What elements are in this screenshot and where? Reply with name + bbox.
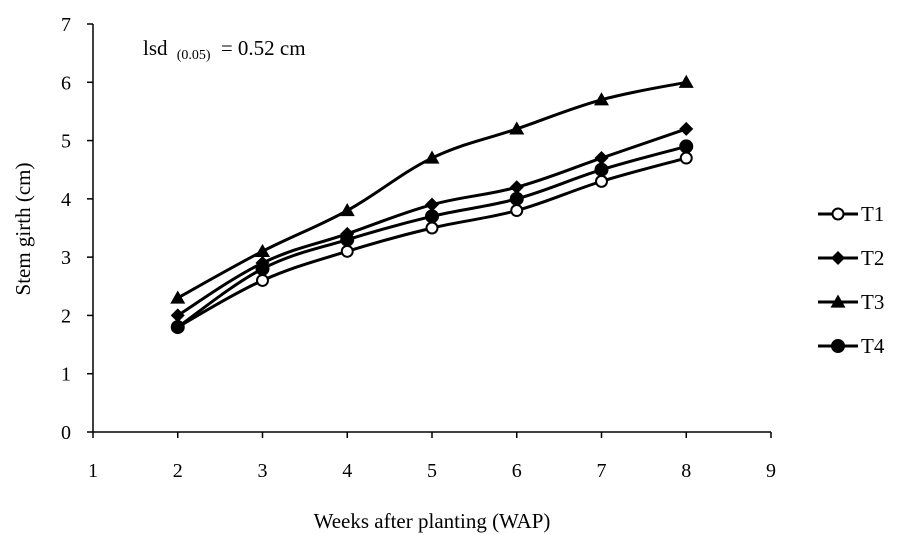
series-t3-point-marker (170, 290, 186, 304)
series-t2-point-marker (594, 151, 609, 166)
series-lines (170, 74, 694, 335)
series-t3-point-marker (339, 203, 355, 217)
y-tick-label: 6 (61, 72, 71, 94)
y-tick-label: 7 (61, 14, 71, 36)
series-t1-point-marker (510, 204, 524, 218)
legend-item-t4-label: T4 (861, 334, 885, 358)
series-t4-point-marker (425, 209, 439, 224)
x-tick-label: 2 (173, 460, 183, 482)
series-t4 (170, 139, 694, 335)
series-t4-point-marker (509, 191, 524, 206)
y-tick-label: 3 (61, 247, 71, 269)
series-t1 (171, 151, 693, 334)
series-t2-point-marker (509, 180, 524, 195)
series-t3-line (177, 80, 687, 300)
x-axis-title: Weeks after planting (WAP) (314, 509, 551, 533)
series-t1-point-marker (679, 151, 693, 165)
legend-item-t2-marker (831, 251, 845, 265)
y-tick-label: 5 (61, 131, 71, 153)
legend-item-t3: T3 (818, 290, 884, 314)
x-tick-label: 3 (258, 460, 268, 482)
series-t4-point-marker (594, 162, 609, 177)
annotation-lsd-sub: (0.05) (177, 48, 211, 63)
series-t1-point-marker (595, 174, 608, 188)
legend-item-t3-label: T3 (861, 290, 884, 314)
y-tick-label: 0 (61, 422, 71, 444)
legend-item-t1-label: T1 (861, 202, 884, 226)
y-tick-label: 1 (61, 364, 71, 386)
series-t4-point-marker (170, 320, 185, 335)
series-t3-point-marker (509, 121, 525, 135)
legend-item-t1-marker (831, 207, 845, 221)
x-tick-label: 7 (597, 460, 607, 482)
series-t3-point-marker (678, 74, 694, 88)
series-t3-point-marker (594, 92, 609, 106)
series-t1-point-marker (340, 244, 354, 258)
series-t1-point-marker (256, 273, 269, 287)
series-t3-point-marker (255, 243, 270, 257)
series-t2-point-marker (170, 308, 185, 323)
series-t3 (170, 74, 694, 304)
series-t1-point-marker (425, 221, 439, 235)
legend-item-t4: T4 (818, 334, 885, 358)
x-tick-label: 1 (88, 460, 98, 482)
x-tick-label: 4 (342, 460, 352, 482)
y-axis-title: Stem girth (cm) (11, 163, 35, 296)
y-tick-label: 4 (61, 189, 71, 211)
series-t4-point-marker (340, 232, 355, 247)
legend: T1 T2 T3 T4 (818, 202, 885, 358)
annotation-lsd-main: lsd (143, 36, 168, 60)
legend-item-t3-marker (830, 294, 846, 308)
legend-item-t2: T2 (818, 246, 884, 270)
series-t4-line (176, 144, 687, 329)
series-t4-point-marker (255, 261, 270, 276)
legend-item-t4-marker (831, 339, 845, 353)
x-tick-label: 9 (766, 460, 776, 482)
annotation-lsd: lsd (0.05) = 0.52 cm (143, 36, 306, 64)
x-tick-label: 6 (512, 460, 522, 482)
y-tick-label: 2 (61, 305, 71, 327)
legend-item-t2-label: T2 (861, 246, 884, 270)
annotation-lsd-rest: = 0.52 cm (221, 36, 306, 60)
x-tick-label: 8 (681, 460, 691, 482)
x-tick-label: 5 (427, 460, 437, 482)
series-t2-point-marker (425, 197, 439, 212)
series-t1-line (177, 156, 687, 329)
series-t2-point-marker (679, 121, 694, 136)
legend-item-t1: T1 (818, 202, 884, 226)
series-t4-point-marker (679, 139, 694, 154)
series-t3-point-marker (424, 150, 440, 164)
